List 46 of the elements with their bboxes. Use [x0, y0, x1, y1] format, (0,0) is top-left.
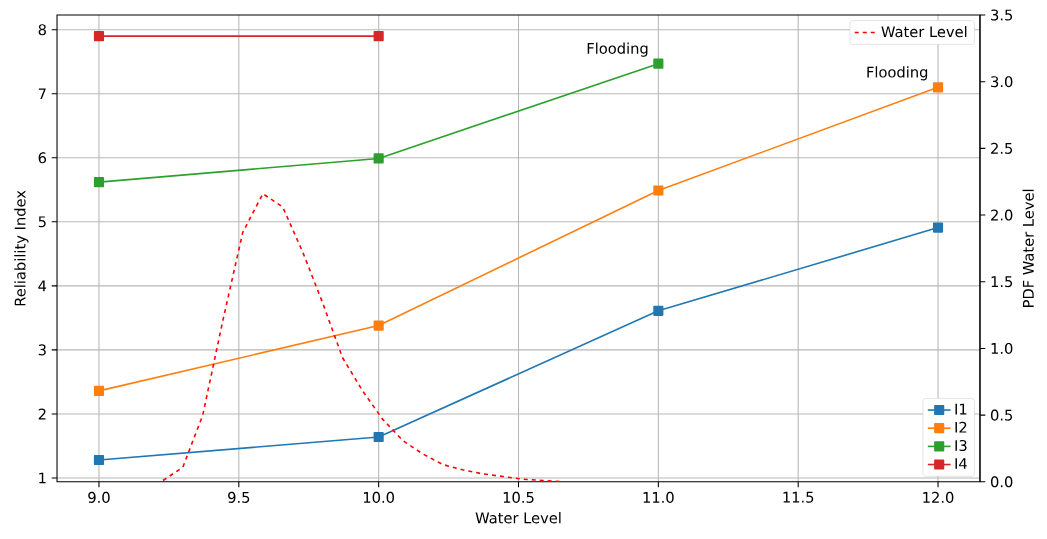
point [932, 82, 944, 93]
point [373, 320, 384, 331]
y-tick-label: 8 [38, 24, 46, 36]
y-tick-label: 6 [38, 152, 47, 164]
point [93, 31, 105, 42]
point [932, 222, 944, 233]
x-tick-label: 9.5 [228, 491, 250, 504]
y-tick-label: 1 [39, 472, 46, 484]
x-tick-label: 10.5 [503, 491, 534, 504]
y2-tick-label: 1.5 [991, 276, 1013, 288]
point [93, 385, 105, 397]
y2-tick-label: 3.5 [991, 9, 1013, 21]
y2-tick-label: 0.5 [990, 409, 1013, 421]
x-tick-label: 9.0 [88, 491, 110, 504]
x-axis-title: Water Level [475, 512, 561, 524]
y2-axis-title: PDF Water Level [1022, 189, 1034, 308]
point [653, 185, 664, 196]
y-tick-label: 3 [38, 344, 46, 356]
legend-label: I4 [955, 458, 967, 469]
y-tick-label: 5 [38, 216, 46, 228]
legend-label: I1 [955, 403, 967, 415]
point [653, 305, 664, 316]
annotation: Flooding [587, 42, 648, 57]
y-axis-title: Reliability Index [14, 190, 29, 306]
point [373, 153, 384, 164]
legend-label: I3 [955, 440, 967, 452]
point [373, 31, 384, 42]
legend-label: Water Level [881, 26, 967, 38]
y2-tick-label: 1.0 [991, 342, 1013, 355]
x-tick-label: 10.0 [363, 491, 394, 504]
x-tick-label: 11.5 [783, 491, 814, 503]
x-tick-label: 11.0 [643, 491, 674, 504]
y-tick-label: 4 [38, 280, 47, 292]
point [373, 432, 384, 443]
y2-tick-label: 2.5 [991, 142, 1013, 154]
y2-tick-label: 3.0 [991, 76, 1013, 88]
legend-label: I2 [955, 421, 967, 433]
y-tick-label: 7 [38, 88, 46, 100]
y2-tick-label: 2.0 [991, 209, 1013, 221]
x-tick-label: 12.0 [923, 491, 954, 504]
annotation: Flooding [867, 66, 928, 81]
y2-tick-label: 0.0 [990, 476, 1013, 488]
point [653, 58, 664, 69]
point [93, 455, 105, 466]
y-tick-label: 2 [38, 408, 46, 420]
point [93, 177, 105, 188]
